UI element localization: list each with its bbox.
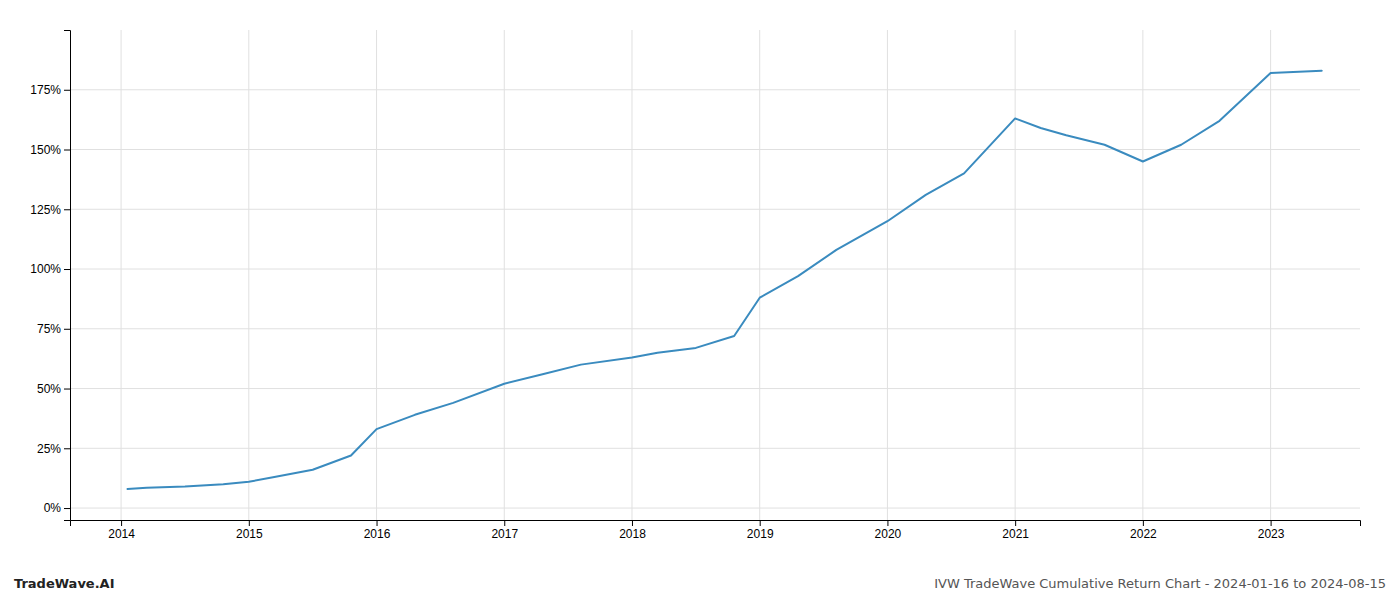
tick-mark [64, 329, 70, 330]
tick-mark [64, 448, 70, 449]
tick: 100% [30, 262, 70, 276]
tick-mark [887, 520, 888, 526]
tick-mark [249, 520, 250, 526]
tick: 2017 [491, 520, 518, 541]
tick: 2015 [236, 520, 263, 541]
tick: 125% [30, 203, 70, 217]
tick-mark [64, 269, 70, 270]
grid-line [70, 209, 1360, 210]
tick-mark [64, 150, 70, 151]
grid-line [70, 328, 1360, 329]
tick-label: 2023 [1258, 527, 1285, 541]
grid-line [70, 448, 1360, 449]
tick: 2018 [619, 520, 646, 541]
grid-line [1270, 30, 1271, 520]
line [127, 71, 1321, 489]
axis-line [71, 521, 1361, 527]
tick-mark [504, 520, 505, 526]
tick: 2016 [364, 520, 391, 541]
grid-line [70, 89, 1360, 90]
tick: 0% [44, 501, 70, 515]
tick-label: 2017 [491, 527, 518, 541]
footer-text: TradeWave.AI [14, 576, 115, 591]
tick-label: 100% [30, 262, 61, 276]
grid-line [70, 269, 1360, 270]
grid-line [887, 30, 888, 520]
tick: 75% [37, 322, 70, 336]
tick-mark [64, 508, 70, 509]
tick-label: 175% [30, 83, 61, 97]
x-axis: 2014 2015 2016 2017 2018 2019 2020 2021 2022 2023 [71, 520, 1361, 541]
tick-label: 2019 [747, 527, 774, 541]
tick-label: 50% [37, 382, 61, 396]
tick: 2023 [1258, 520, 1285, 541]
grid-line [248, 30, 249, 520]
tick: 2021 [1002, 520, 1029, 541]
tick-label: 2014 [108, 527, 135, 541]
tick-label: 2016 [364, 527, 391, 541]
tick-mark [1015, 520, 1016, 526]
y-axis: 0% 25% 50% 75% 100% 125% 150% 175% [30, 31, 70, 521]
tick-label: 2020 [875, 527, 902, 541]
tick: 2022 [1130, 520, 1157, 541]
grid [70, 30, 1360, 520]
footer-text: IVW TradeWave Cumulative Return Chart - … [934, 576, 1386, 591]
axis-line [64, 31, 71, 521]
tick: 2019 [747, 520, 774, 541]
tick-label: 75% [37, 322, 61, 336]
tick-mark [632, 520, 633, 526]
grid-line [376, 30, 377, 520]
tick-mark [64, 209, 70, 210]
tick-mark [64, 389, 70, 390]
grid-line [759, 30, 760, 520]
tick-label: 150% [30, 143, 61, 157]
tick-mark [121, 520, 122, 526]
tick-label: 25% [37, 442, 61, 456]
plot: 2014 2015 2016 2017 2018 2019 2020 2021 2022 2023… [30, 30, 1360, 541]
tick-mark [377, 520, 378, 526]
grid-line [504, 30, 505, 520]
tick: 50% [37, 382, 70, 396]
grid-line [70, 508, 1360, 509]
tick-mark [1143, 520, 1144, 526]
tick-mark [760, 520, 761, 526]
tick-label: 0% [44, 501, 62, 515]
tick: 150% [30, 143, 70, 157]
tick-mark [1271, 520, 1272, 526]
tick: 2014 [108, 520, 135, 541]
grid-line [70, 149, 1360, 150]
grid-line [1142, 30, 1143, 520]
tick: 25% [37, 442, 70, 456]
tick-label: 2015 [236, 527, 263, 541]
tick: 175% [30, 83, 70, 97]
grid-line [1015, 30, 1016, 520]
tick-label: 2018 [619, 527, 646, 541]
tick: 2020 [875, 520, 902, 541]
grid-line [631, 30, 632, 520]
tick-label: 125% [30, 203, 61, 217]
tick-mark [64, 90, 70, 91]
chart: 2014 2015 2016 2017 2018 2019 2020 2021 2022 2023… [0, 0, 1400, 600]
tick-label: 2022 [1130, 527, 1157, 541]
tick-label: 2021 [1002, 527, 1029, 541]
marks [127, 71, 1321, 489]
grid-line [70, 388, 1360, 389]
grid-line [121, 30, 122, 520]
